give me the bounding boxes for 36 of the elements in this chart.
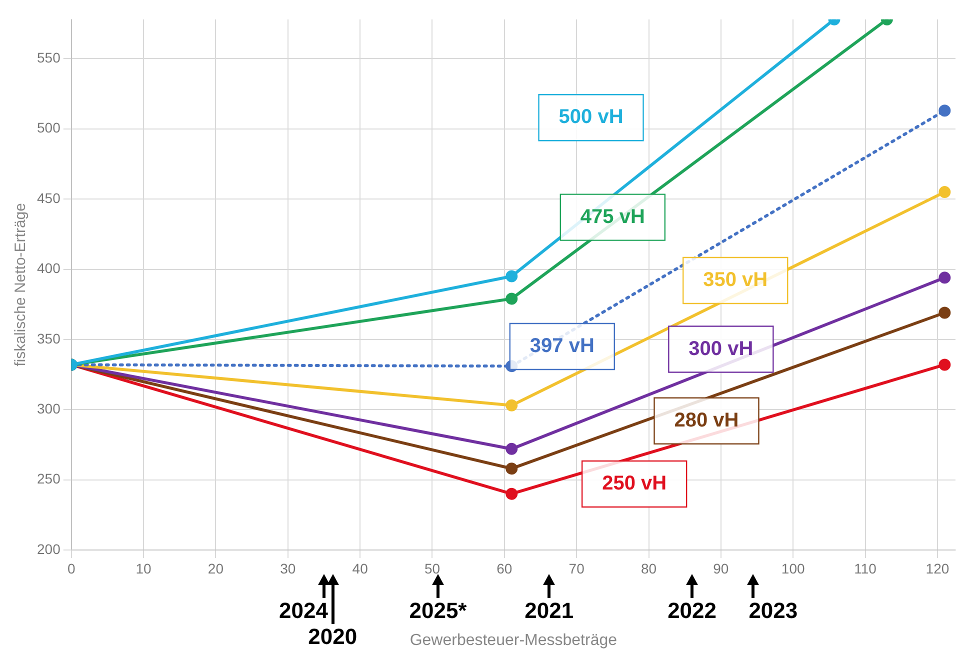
x-tick-label: 60 [496,560,512,576]
y-axis-title: fiskalische Netto-Erträge [12,202,30,366]
text: 2022 [668,598,717,623]
x-tick-label: 90 [713,560,729,576]
text: 2025* [409,598,467,623]
text: 2021 [524,598,574,623]
y-tick-label: 550 [37,50,61,66]
text: 2024 [279,598,328,623]
y-tick-label: 400 [37,260,61,276]
series-label: 250 vH [602,472,667,495]
text: 2020 [308,624,358,649]
y-tick-label: 300 [37,400,61,416]
x-tick-label: 40 [352,560,368,576]
series-label: 350 vH [703,269,768,292]
x-tick-label: 70 [568,560,585,576]
x-tick-label: 120 [926,560,950,576]
x-tick-label: 50 [424,560,440,576]
x-tick-label: 100 [781,560,805,576]
x-tick-label: 110 [854,560,877,576]
y-tick-label: 500 [37,120,61,136]
series-label: 475 vH [580,206,645,228]
x-tick-label: 10 [136,560,152,576]
x-axis-title: Gewerbesteuer-Messbeträge [410,632,618,649]
y-tick-label: 250 [37,470,61,487]
series-label: 280 vH [674,409,739,432]
x-tick-label: 20 [208,560,224,576]
x-tick-label: 0 [67,560,76,576]
text: 500 vH [558,106,624,128]
y-tick-label: 350 [37,330,61,346]
y-tick-label: 450 [37,190,61,206]
series-label: 397 vH [530,334,594,357]
series-label: 300 vH [688,338,754,360]
text: 2023 [748,598,798,623]
x-tick-label: 80 [640,560,657,576]
y-tick-label: 200 [37,540,61,557]
x-tick-label: 30 [280,560,296,576]
